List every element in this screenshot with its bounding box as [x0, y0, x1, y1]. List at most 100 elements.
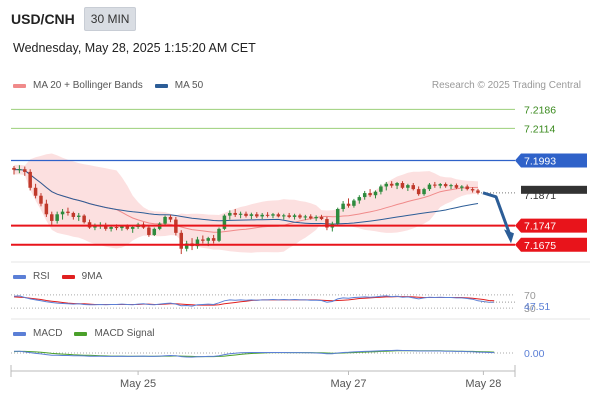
candle-body — [276, 214, 281, 217]
timeframe-button[interactable]: 30 MIN — [83, 7, 137, 31]
9ma-swatch — [61, 274, 75, 279]
support-level-tag — [515, 218, 587, 233]
candle-body — [346, 203, 351, 206]
target-level-label: 7.2114 — [524, 123, 555, 135]
candle-body — [476, 190, 480, 193]
candle-body — [303, 216, 308, 218]
candle-body — [438, 184, 442, 186]
candle-body — [265, 214, 270, 216]
candle-body — [152, 228, 157, 235]
candle-body — [23, 169, 27, 172]
candle-body — [206, 238, 210, 241]
candle-body — [427, 184, 432, 190]
candle-body — [55, 214, 59, 221]
macd-legend: MACD MACD Signal — [13, 328, 166, 339]
candle-body — [130, 227, 135, 229]
candle-body — [319, 216, 324, 220]
candle-body — [195, 239, 200, 247]
candle-body — [389, 183, 394, 186]
candle-body — [233, 212, 237, 215]
ma20-swatch — [13, 83, 26, 88]
candle-body — [260, 214, 264, 217]
legend-item-macd: MACD — [13, 328, 62, 339]
macd-swatch — [13, 331, 26, 336]
support-level-label: 7.1675 — [524, 240, 556, 252]
candle-body — [443, 184, 448, 187]
candle-body — [211, 238, 216, 241]
candle-body — [66, 211, 70, 213]
rsi-legend: RSI 9MA — [13, 271, 114, 282]
legend-item-ma20: MA 20 + Bollinger Bands — [13, 80, 143, 91]
datetime-label: Wednesday, May 28, 2025 1:15:20 AM CET — [13, 41, 256, 55]
candle-body — [255, 214, 259, 217]
candle-body — [373, 191, 378, 196]
candle-body — [238, 213, 243, 215]
candle-body — [147, 227, 151, 235]
candle-body — [400, 183, 405, 188]
candle-body — [325, 219, 329, 228]
candle-body — [341, 203, 345, 209]
legend-item-rsi: RSI — [13, 271, 50, 282]
candle-body — [287, 215, 291, 217]
rsi-line — [13, 295, 495, 307]
last-price-label: 7.1871 — [524, 190, 556, 202]
candle-body — [60, 211, 65, 215]
legend-label-9ma: 9MA — [81, 271, 103, 282]
candle-body — [217, 228, 221, 241]
candle-body — [449, 185, 453, 187]
candle-body — [416, 189, 421, 195]
rsi-level-label: 30 — [524, 303, 536, 315]
candle-body — [82, 215, 86, 223]
candle-body — [298, 215, 302, 218]
candle-body — [335, 208, 340, 224]
rsi-current-label: 47.51 — [524, 301, 550, 313]
macd-signal-swatch — [74, 331, 88, 336]
candle-body — [71, 212, 76, 217]
rsi-swatch — [13, 274, 26, 279]
candle-body — [50, 214, 54, 221]
candle-body — [308, 216, 313, 219]
candle-body — [163, 216, 167, 224]
candle-body — [179, 232, 184, 249]
candle-body — [12, 167, 16, 170]
candle-body — [28, 171, 32, 188]
legend-item-ma50: MA 50 — [154, 80, 204, 91]
copyright-label: Research © 2025 Trading Central — [431, 80, 581, 91]
legend-label-ma20: MA 20 + Bollinger Bands — [33, 80, 143, 91]
candle-body — [120, 226, 124, 229]
candle-body — [201, 239, 205, 241]
candle-body — [103, 224, 108, 229]
x-tick-label: May 28 — [465, 378, 501, 390]
chart-header: USD/CNH 30 MIN — [11, 7, 137, 31]
candle-body — [433, 184, 437, 186]
candle-body — [465, 186, 469, 190]
legend-label-macd: MACD — [33, 328, 63, 339]
candle-body — [454, 185, 459, 188]
rsi-level-label: 70 — [524, 290, 536, 302]
legend-label-ma50: MA 50 — [174, 80, 204, 91]
candle-body — [184, 243, 189, 249]
ma50-line — [13, 168, 479, 225]
forecast-arrow-path — [482, 191, 511, 233]
candle-body — [114, 227, 119, 229]
candle-body — [357, 197, 362, 201]
candle-body — [470, 189, 475, 191]
x-tick-label: May 27 — [330, 378, 366, 390]
candle-body — [168, 216, 173, 220]
candle-body — [384, 183, 389, 187]
legend-label-rsi: RSI — [33, 271, 50, 282]
candle-body — [379, 186, 383, 192]
candle-body — [352, 200, 356, 206]
pivot-level-label: 7.1993 — [524, 155, 556, 167]
legend-item-9ma: 9MA — [61, 271, 103, 282]
candle-body — [292, 215, 297, 217]
ma50-swatch — [154, 83, 168, 88]
candle-body — [368, 193, 372, 196]
candle-body — [422, 189, 426, 195]
candle-body — [271, 214, 275, 216]
macd-zero-label: 0.00 — [524, 348, 545, 360]
candle-body — [249, 214, 254, 216]
candle-body — [460, 186, 464, 188]
candle-body — [222, 215, 227, 229]
